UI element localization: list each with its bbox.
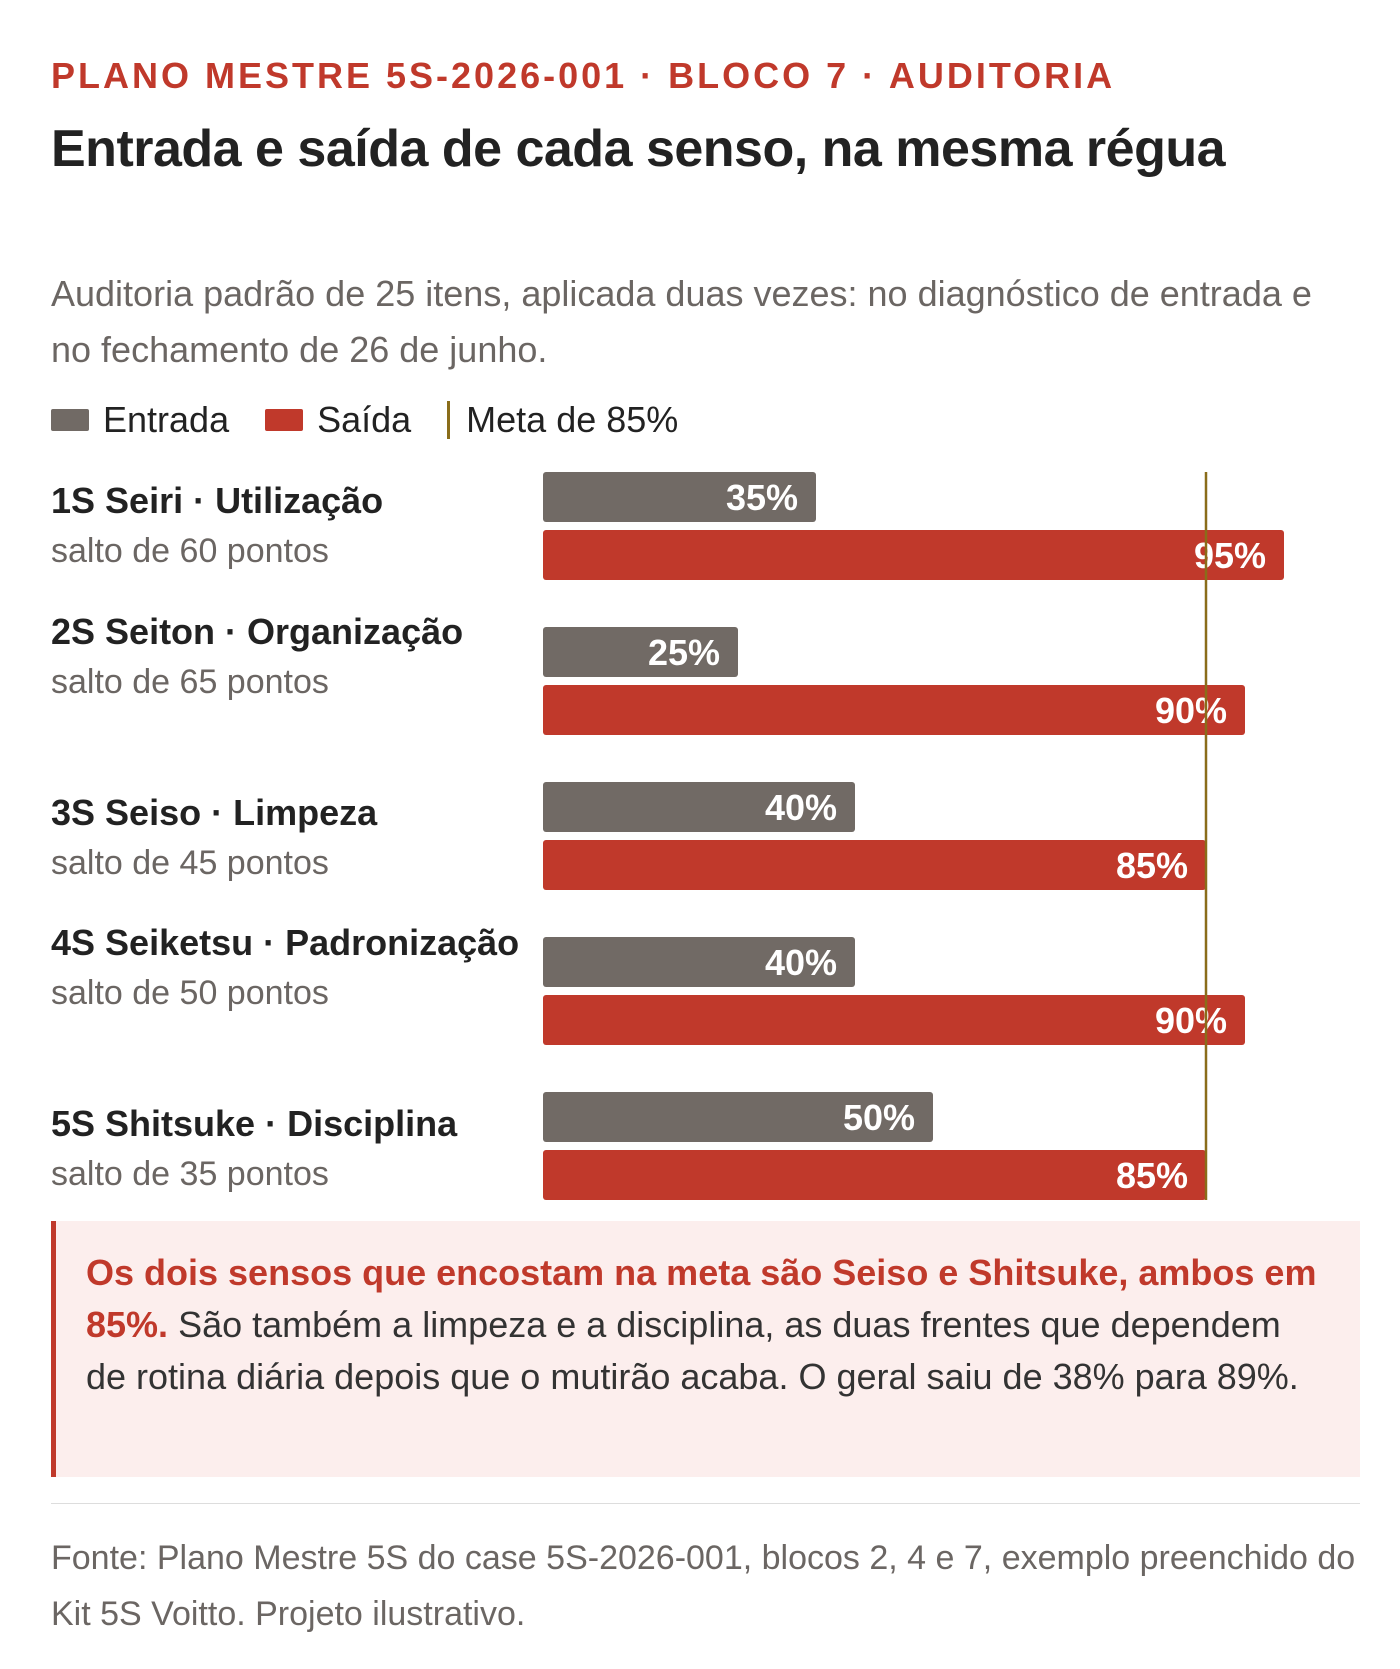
legend-line-meta — [447, 401, 451, 439]
bar-entrada-5s — [543, 1092, 933, 1142]
legend-swatch-entrada — [51, 409, 89, 431]
category-jump: salto de 35 pontos — [51, 1155, 329, 1193]
bar-saida-5s — [543, 1150, 1206, 1200]
callout-box: Os dois sensos que encostam na meta são … — [51, 1221, 1360, 1477]
category-label-1s: 1S Seiri · Utilização salto de 60 pontos — [51, 476, 521, 576]
category-name: 3S Seiso · Limpeza — [51, 792, 378, 833]
legend-label-entrada: Entrada — [103, 399, 230, 440]
bar-saida-3s — [543, 840, 1206, 890]
callout-highlight: Os dois sensos que encostam na meta são … — [86, 1252, 1317, 1345]
legend-label-saida: Saída — [317, 399, 412, 440]
bar-label-saida-1s: 95% — [1194, 535, 1266, 576]
category-jump: salto de 65 pontos — [51, 663, 329, 701]
bar-label-entrada-1s: 35% — [726, 477, 798, 518]
bar-entrada-1s — [543, 472, 816, 522]
category-label-5s: 5S Shitsuke · Disciplina salto de 35 pon… — [51, 1099, 521, 1199]
category-label-4s: 4S Seiketsu · Padronização salto de 50 p… — [51, 918, 521, 1018]
chart-title: Entrada e saída de cada senso, na mesma … — [51, 120, 1226, 178]
bar-label-entrada-3s: 40% — [765, 787, 837, 828]
legend-label-meta: Meta de 85% — [466, 399, 679, 440]
category-label-2s: 2S Seiton · Organização salto de 65 pont… — [51, 607, 521, 707]
legend: Entrada Saída Meta de 85% — [51, 398, 714, 442]
legend-swatch-saida — [265, 409, 304, 431]
bar-entrada-3s — [543, 782, 855, 832]
bar-saida-1s — [543, 530, 1284, 580]
chart-subtitle: Auditoria padrão de 25 itens, aplicada d… — [51, 273, 1312, 370]
category-name: 2S Seiton · Organização — [51, 611, 464, 652]
bar-saida-4s — [543, 995, 1245, 1045]
category-jump: salto de 50 pontos — [51, 974, 329, 1012]
callout-text: São também a limpeza e a disciplina, as … — [86, 1304, 1299, 1397]
bar-label-entrada-5s: 50% — [843, 1097, 915, 1138]
category-name: 1S Seiri · Utilização — [51, 480, 384, 521]
bar-label-entrada-2s: 25% — [648, 632, 720, 673]
bar-label-saida-3s: 85% — [1116, 845, 1188, 886]
bar-entrada-2s — [543, 627, 738, 677]
source-note: Fonte: Plano Mestre 5S do case 5S-2026-0… — [51, 1539, 1356, 1633]
legend-item-entrada: Entrada — [51, 399, 229, 441]
bar-saida-2s — [543, 685, 1245, 735]
kicker: PLANO MESTRE 5S-2026-001 · BLOCO 7 · AUD… — [51, 55, 1116, 96]
bar-entrada-4s — [543, 937, 855, 987]
category-label-3s: 3S Seiso · Limpeza salto de 45 pontos — [51, 788, 521, 888]
category-name: 4S Seiketsu · Padronização — [51, 922, 520, 963]
divider — [51, 1503, 1360, 1504]
bar-label-saida-5s: 85% — [1116, 1155, 1188, 1196]
bar-label-saida-4s: 90% — [1155, 1000, 1227, 1041]
category-jump: salto de 45 pontos — [51, 844, 329, 882]
category-jump: salto de 60 pontos — [51, 532, 329, 570]
legend-item-saida: Saída — [265, 399, 411, 441]
category-name: 5S Shitsuke · Disciplina — [51, 1103, 458, 1144]
legend-item-meta: Meta de 85% — [447, 399, 678, 441]
bar-label-entrada-4s: 40% — [765, 942, 837, 983]
bar-label-saida-2s: 90% — [1155, 690, 1227, 731]
